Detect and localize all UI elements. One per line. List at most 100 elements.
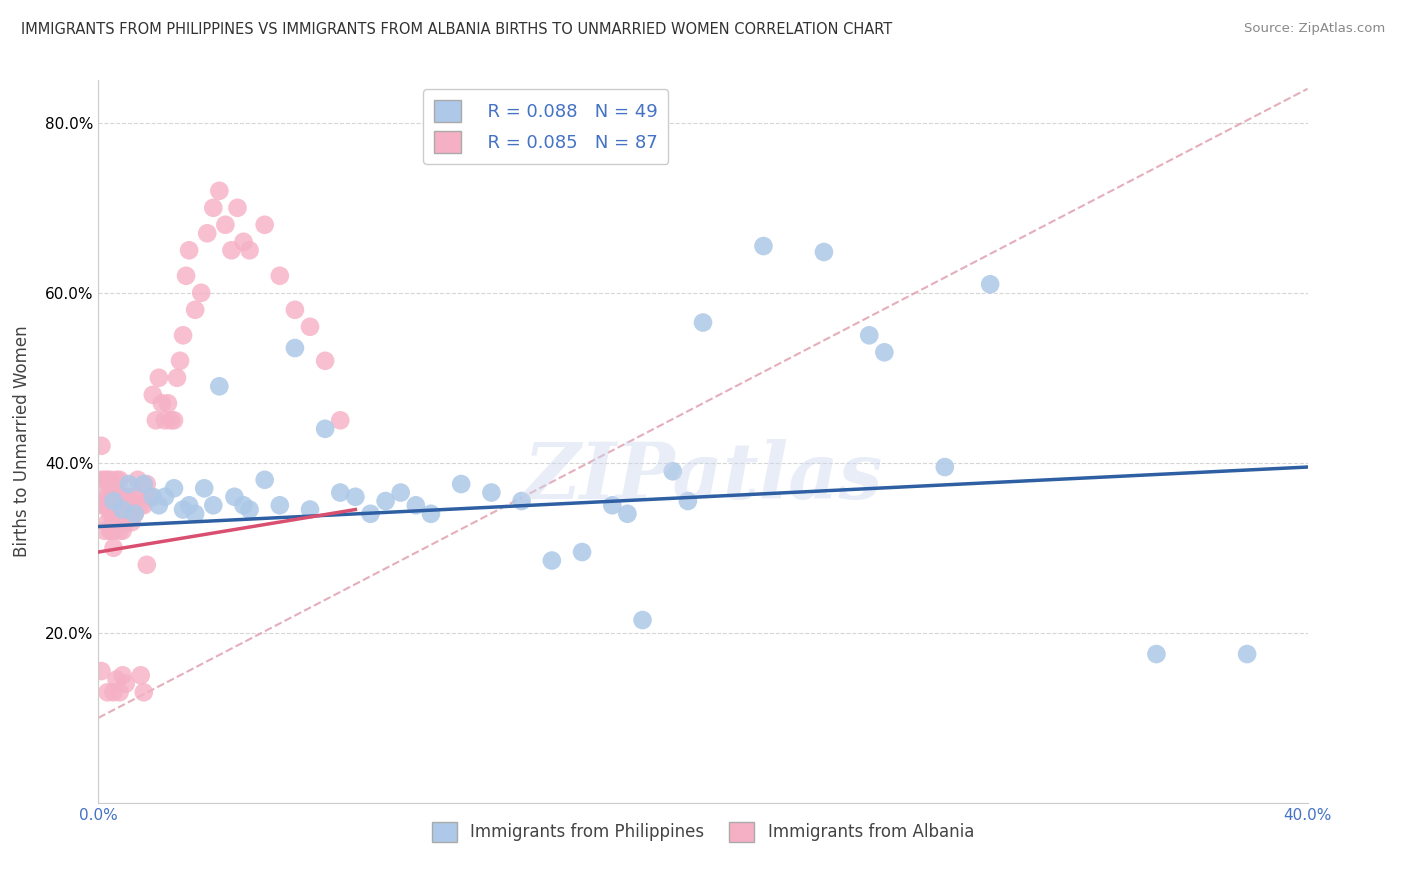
Point	[1236, 647, 1258, 661]
Point	[108, 473, 131, 487]
Point	[103, 524, 125, 538]
Point	[631, 613, 654, 627]
Text: Source: ZipAtlas.com: Source: ZipAtlas.com	[1244, 22, 1385, 36]
Point	[224, 490, 246, 504]
Point	[129, 498, 152, 512]
Point	[105, 516, 128, 530]
Point	[269, 498, 291, 512]
Point	[100, 473, 122, 487]
Y-axis label: Births to Unmarried Women: Births to Unmarried Women	[13, 326, 31, 558]
Point	[103, 516, 125, 530]
Point	[329, 413, 352, 427]
Point	[174, 268, 197, 283]
Point	[105, 490, 128, 504]
Point	[214, 218, 236, 232]
Point	[100, 507, 122, 521]
Point	[169, 353, 191, 368]
Point	[142, 388, 165, 402]
Point	[96, 490, 118, 504]
Point	[540, 553, 562, 567]
Point	[96, 498, 118, 512]
Point	[121, 516, 143, 530]
Point	[153, 413, 176, 427]
Point	[160, 413, 183, 427]
Point	[108, 685, 131, 699]
Point	[232, 235, 254, 249]
Point	[314, 353, 336, 368]
Point	[103, 490, 125, 504]
Point	[150, 396, 173, 410]
Point	[405, 498, 427, 512]
Point	[111, 498, 134, 512]
Legend: Immigrants from Philippines, Immigrants from Albania: Immigrants from Philippines, Immigrants …	[425, 815, 981, 848]
Point	[103, 507, 125, 521]
Point	[481, 485, 503, 500]
Point	[226, 201, 249, 215]
Point	[193, 481, 215, 495]
Point	[172, 502, 194, 516]
Point	[93, 473, 115, 487]
Point	[118, 507, 141, 521]
Point	[299, 502, 322, 516]
Point	[253, 473, 276, 487]
Point	[450, 477, 472, 491]
Point	[284, 341, 307, 355]
Point	[114, 516, 136, 530]
Point	[239, 502, 262, 516]
Point	[190, 285, 212, 300]
Point	[145, 413, 167, 427]
Point	[179, 498, 201, 512]
Point	[127, 490, 149, 504]
Point	[135, 558, 157, 572]
Point	[1144, 647, 1167, 661]
Point	[163, 481, 186, 495]
Point	[108, 524, 131, 538]
Point	[129, 668, 152, 682]
Point	[90, 498, 112, 512]
Point	[195, 227, 218, 241]
Point	[100, 498, 122, 512]
Point	[239, 244, 262, 258]
Point	[208, 184, 231, 198]
Point	[100, 524, 122, 538]
Point	[202, 201, 225, 215]
Point	[118, 477, 141, 491]
Point	[153, 490, 176, 504]
Point	[329, 485, 352, 500]
Point	[184, 507, 207, 521]
Point	[118, 498, 141, 512]
Point	[114, 490, 136, 504]
Point	[676, 494, 699, 508]
Point	[124, 507, 146, 521]
Point	[111, 524, 134, 538]
Point	[132, 477, 155, 491]
Point	[105, 473, 128, 487]
Point	[108, 507, 131, 521]
Point	[202, 498, 225, 512]
Point	[163, 413, 186, 427]
Point	[121, 498, 143, 512]
Point	[156, 396, 179, 410]
Point	[314, 422, 336, 436]
Point	[873, 345, 896, 359]
Point	[124, 490, 146, 504]
Point	[571, 545, 593, 559]
Point	[100, 490, 122, 504]
Point	[389, 485, 412, 500]
Point	[105, 673, 128, 687]
Point	[127, 473, 149, 487]
Point	[90, 664, 112, 678]
Point	[166, 371, 188, 385]
Point	[132, 498, 155, 512]
Point	[96, 473, 118, 487]
Point	[179, 244, 201, 258]
Point	[96, 685, 118, 699]
Point	[661, 464, 683, 478]
Point	[420, 507, 443, 521]
Point	[103, 494, 125, 508]
Point	[108, 490, 131, 504]
Point	[111, 502, 134, 516]
Point	[135, 477, 157, 491]
Point	[148, 498, 170, 512]
Point	[139, 490, 162, 504]
